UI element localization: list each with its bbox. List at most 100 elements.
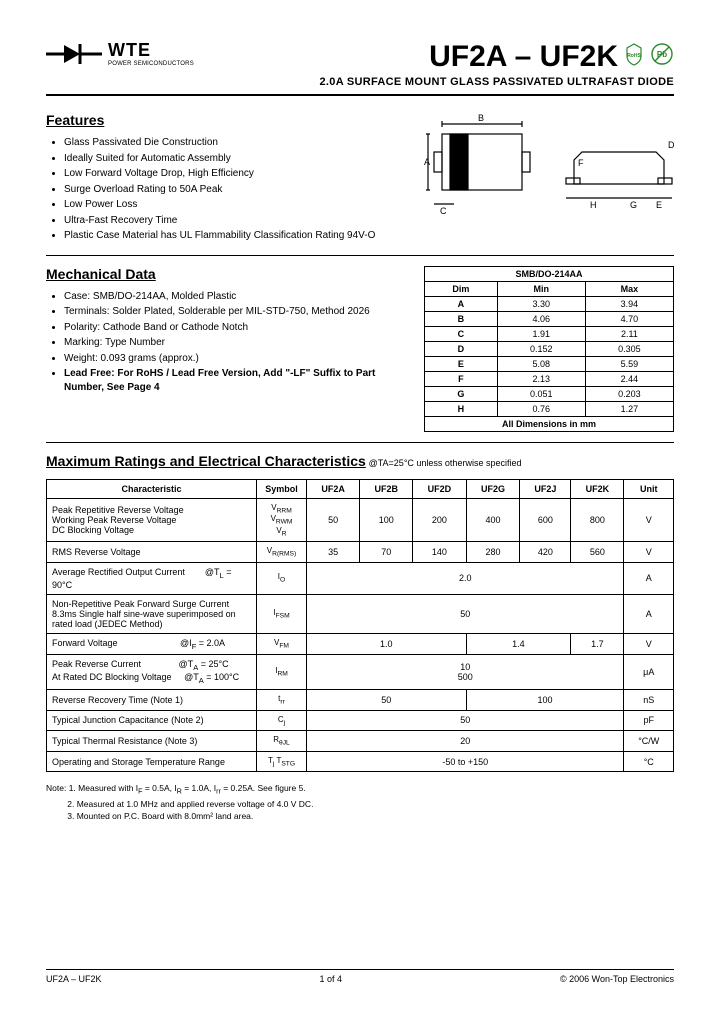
brand-name: WTE	[108, 40, 194, 61]
dim-cell: E	[425, 356, 498, 371]
ratings-val: -50 to +150	[307, 751, 624, 772]
ratings-unit: nS	[624, 690, 674, 711]
rule-2	[46, 442, 674, 443]
ratings-sym: VFM	[257, 633, 307, 655]
note-item: 3. Mounted on P.C. Board with 8.0mm² lan…	[67, 811, 253, 821]
ratings-header: UF2B	[360, 479, 413, 498]
dim-cell: 0.305	[585, 341, 673, 356]
mech-col: Mechanical Data Case: SMB/DO-214AA, Mold…	[46, 266, 406, 432]
feature-item: Low Forward Voltage Drop, High Efficienc…	[64, 167, 406, 181]
ratings-sym: Cj	[257, 710, 307, 731]
ratings-section: Maximum Ratings and Electrical Character…	[46, 453, 674, 773]
dim-cell: 1.91	[497, 326, 585, 341]
ratings-val: 140	[413, 542, 466, 563]
ratings-val: 50	[307, 594, 624, 633]
dim-caption: SMB/DO-214AA	[424, 266, 674, 281]
dim-cell: A	[425, 296, 498, 311]
ratings-val: 100	[360, 498, 413, 542]
mech-item: Weight: 0.093 grams (approx.)	[64, 352, 406, 366]
ratings-val: 600	[520, 498, 571, 542]
notes-intro: Note:	[46, 783, 66, 793]
ratings-val: 280	[466, 542, 520, 563]
dim-cell: 3.94	[585, 296, 673, 311]
ratings-sym: trr	[257, 690, 307, 711]
ratings-val: 50	[307, 710, 624, 731]
feature-item: Surge Overload Rating to 50A Peak	[64, 183, 406, 197]
mech-item: Marking: Type Number	[64, 336, 406, 350]
footer-right: © 2006 Won-Top Electronics	[560, 974, 674, 984]
svg-text:F: F	[578, 158, 584, 168]
features-col: Features Glass Passivated Die Constructi…	[46, 112, 406, 245]
ratings-val: 1.7	[571, 633, 624, 655]
page-header: WTE POWER SEMICONDUCTORS UF2A – UF2K RoH…	[46, 40, 674, 88]
dim-cell: G	[425, 386, 498, 401]
dim-cell: D	[425, 341, 498, 356]
subtitle: 2.0A SURFACE MOUNT GLASS PASSIVATED ULTR…	[320, 76, 675, 88]
ratings-unit: pF	[624, 710, 674, 731]
dim-table: DimMinMaxA3.303.94B4.064.70C1.912.11D0.1…	[424, 281, 674, 432]
dim-cell: 2.13	[497, 371, 585, 386]
dim-cell: 4.70	[585, 311, 673, 326]
ratings-val: 400	[466, 498, 520, 542]
dim-cell: 1.27	[585, 401, 673, 416]
ratings-val: 200	[413, 498, 466, 542]
title-block: UF2A – UF2K RoHS Pb 2.0A SURFACE MOUNT G…	[320, 40, 675, 88]
logo-block: WTE POWER SEMICONDUCTORS	[46, 40, 194, 67]
package-drawing: A B C D E F G H	[424, 112, 674, 245]
dim-cell: 2.11	[585, 326, 673, 341]
ratings-unit: V	[624, 498, 674, 542]
svg-text:RoHS: RoHS	[627, 53, 641, 59]
ratings-unit: °C/W	[624, 731, 674, 752]
ratings-header: Unit	[624, 479, 674, 498]
svg-text:E: E	[656, 200, 662, 210]
ratings-header: UF2G	[466, 479, 520, 498]
dim-header: Dim	[425, 281, 498, 296]
ratings-table: CharacteristicSymbolUF2AUF2BUF2DUF2GUF2J…	[46, 479, 674, 773]
ratings-char: Reverse Recovery Time (Note 1)	[47, 690, 257, 711]
ratings-unit: V	[624, 633, 674, 655]
features-list: Glass Passivated Die ConstructionIdeally…	[46, 136, 406, 243]
ratings-char: Forward Voltage @IF = 2.0A	[47, 633, 257, 655]
features-heading: Features	[46, 112, 406, 128]
rule-1	[46, 255, 674, 256]
ratings-char: Non-Repetitive Peak Forward Surge Curren…	[47, 594, 257, 633]
ratings-sym: IFSM	[257, 594, 307, 633]
datasheet-page: WTE POWER SEMICONDUCTORS UF2A – UF2K RoH…	[0, 0, 720, 1012]
ratings-val: 10500	[307, 655, 624, 690]
ratings-unit: A	[624, 594, 674, 633]
rohs-icon: RoHS	[624, 40, 644, 74]
ratings-val: 50	[307, 690, 467, 711]
ratings-char: RMS Reverse Voltage	[47, 542, 257, 563]
mech-row: Mechanical Data Case: SMB/DO-214AA, Mold…	[46, 266, 674, 432]
ratings-header: UF2K	[571, 479, 624, 498]
ratings-unit: V	[624, 542, 674, 563]
ratings-sym: VR(RMS)	[257, 542, 307, 563]
svg-text:H: H	[590, 200, 597, 210]
dim-cell: 0.203	[585, 386, 673, 401]
ratings-header: UF2D	[413, 479, 466, 498]
ratings-cond: @TA=25°C unless otherwise specified	[369, 458, 522, 468]
ratings-val: 800	[571, 498, 624, 542]
ratings-val: 20	[307, 731, 624, 752]
mech-item: Lead Free: For RoHS / Lead Free Version,…	[64, 367, 406, 394]
ratings-char: Peak Repetitive Reverse VoltageWorking P…	[47, 498, 257, 542]
svg-text:B: B	[478, 113, 484, 123]
dim-cell: 0.152	[497, 341, 585, 356]
ratings-header: UF2A	[307, 479, 360, 498]
ratings-sym: VRRMVRWMVR	[257, 498, 307, 542]
footer-center: 1 of 4	[319, 974, 342, 984]
mech-list: Case: SMB/DO-214AA, Molded PlasticTermin…	[46, 290, 406, 395]
feature-item: Ideally Suited for Automatic Assembly	[64, 152, 406, 166]
dim-cell: C	[425, 326, 498, 341]
package-outline-icon: A B C D E F G H	[424, 112, 674, 222]
mech-item: Polarity: Cathode Band or Cathode Notch	[64, 321, 406, 335]
mech-heading: Mechanical Data	[46, 266, 406, 282]
ratings-header: Characteristic	[47, 479, 257, 498]
dim-cell: 5.08	[497, 356, 585, 371]
ratings-val: 1.0	[307, 633, 467, 655]
dim-cell: 0.051	[497, 386, 585, 401]
dim-header: Max	[585, 281, 673, 296]
note-item: 2. Measured at 1.0 MHz and applied rever…	[67, 799, 313, 809]
header-rule	[46, 94, 674, 96]
part-title-row: UF2A – UF2K RoHS Pb	[320, 40, 675, 74]
